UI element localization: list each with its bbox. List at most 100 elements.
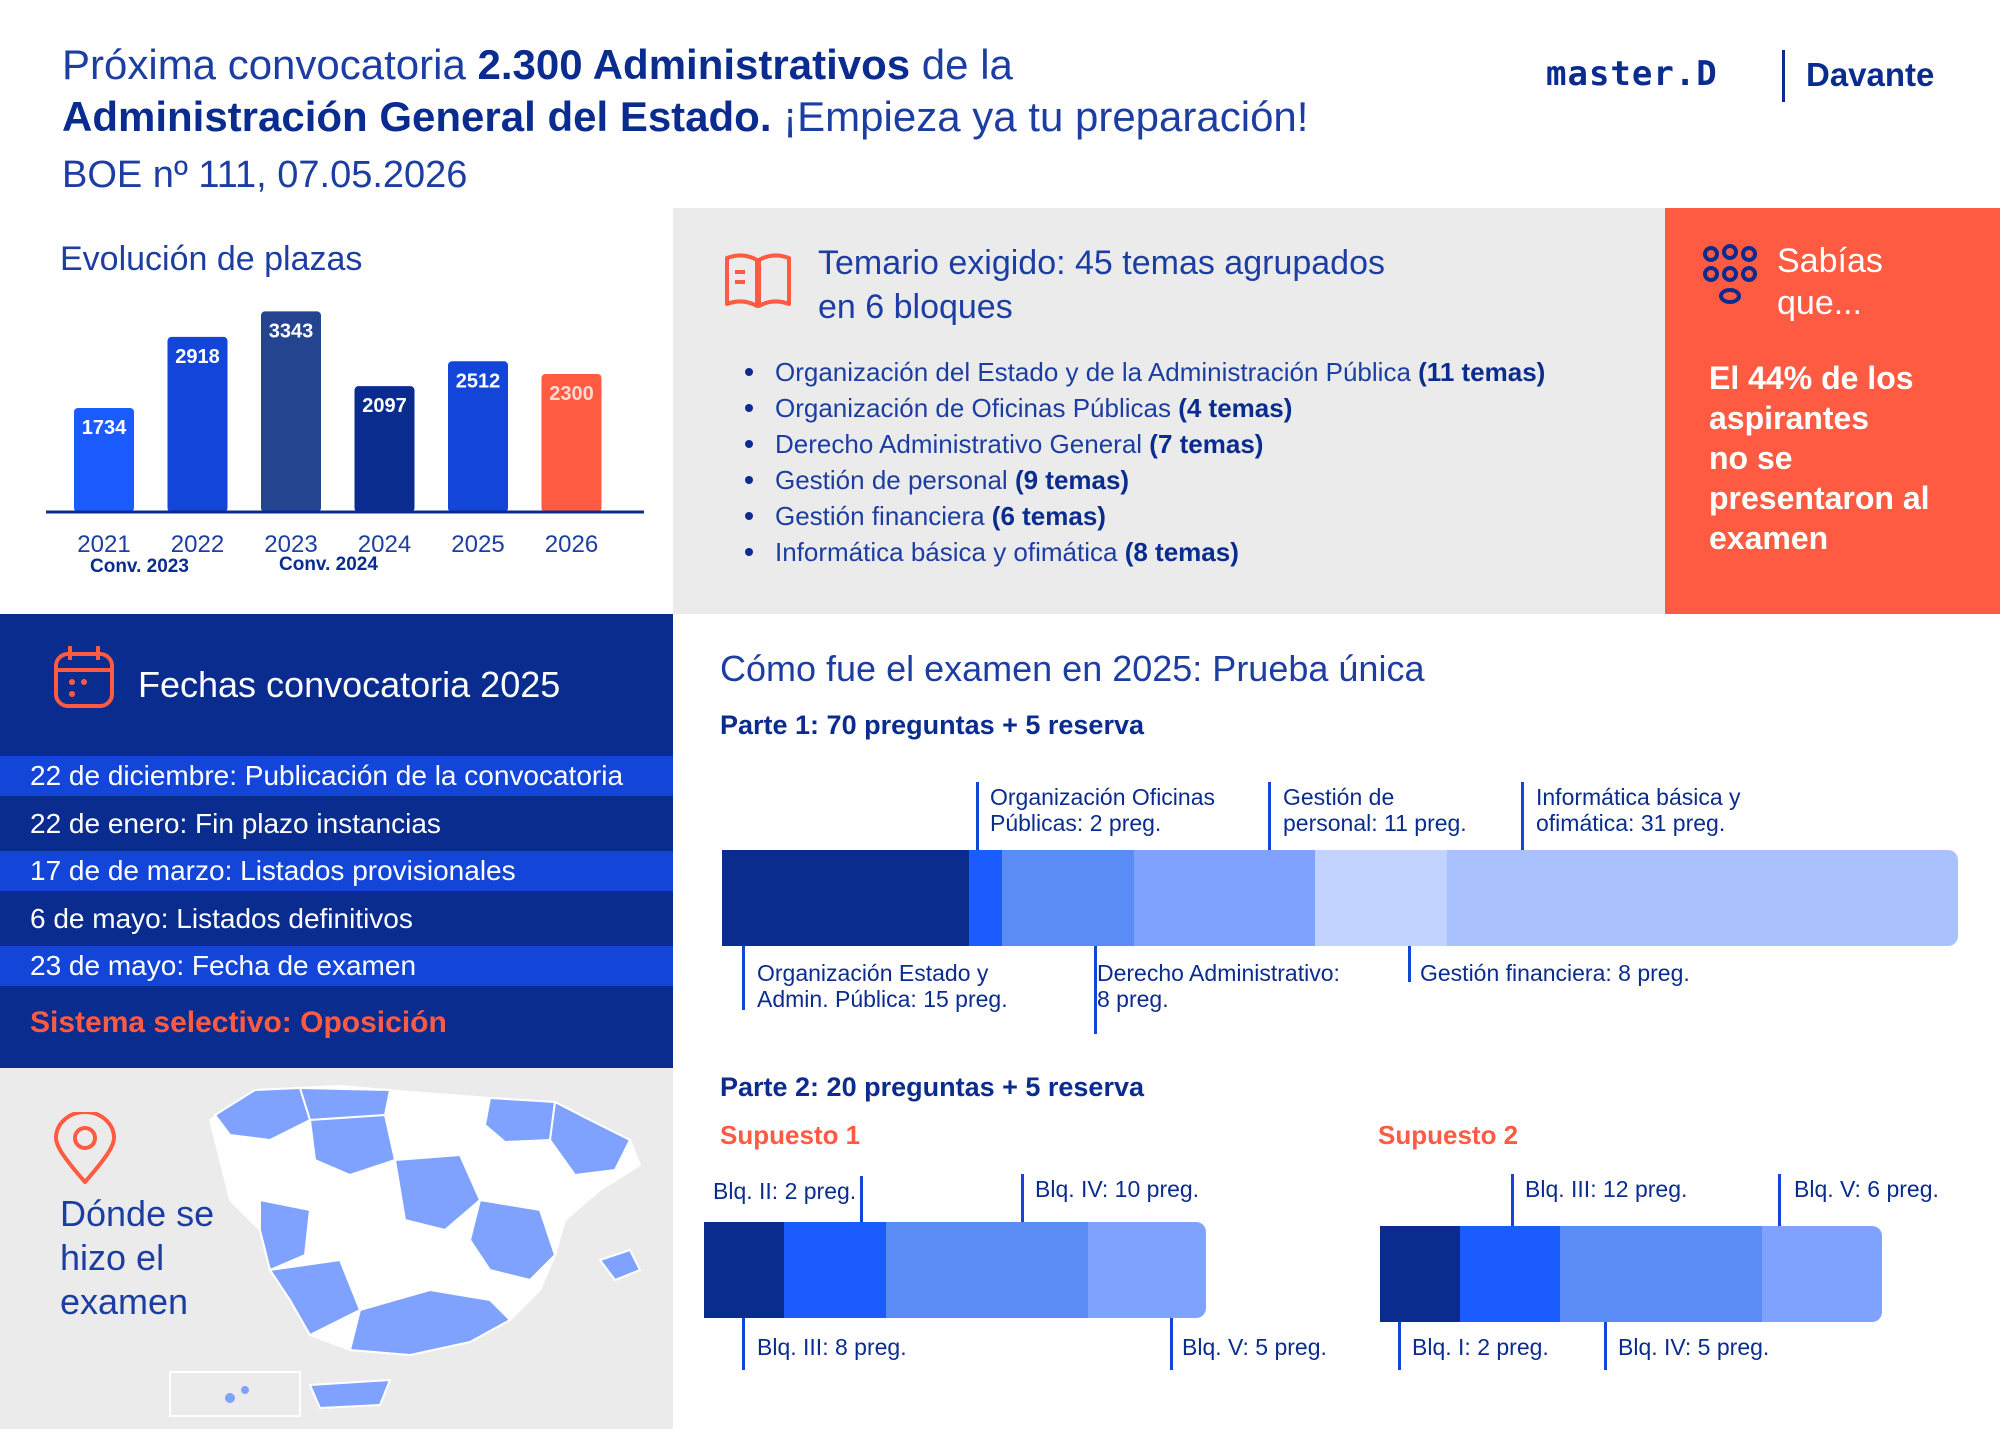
parte1-segment	[1133, 850, 1316, 946]
map-panel: Dónde se hizo el examen	[0, 1068, 673, 1429]
sabias-fact: El 44% de los aspirantes no se presentar…	[1709, 358, 1930, 558]
map-title-line: hizo el	[60, 1237, 165, 1278]
parte1-segment	[1447, 850, 1958, 946]
x-tick-label: 2021	[77, 531, 130, 558]
parte1-label-oficinas: Organización Oficinas Públicas: 2 preg.	[990, 784, 1215, 836]
examen-title: Cómo fue el examen en 2025: Prueba única	[720, 648, 1425, 689]
map-region	[308, 1113, 397, 1177]
conv-2023-label: Conv. 2023	[90, 556, 189, 577]
map-region	[268, 1258, 362, 1337]
bar-value-label: 2918	[175, 346, 220, 368]
fact-line: presentaron al	[1709, 480, 1930, 516]
bar-value-label: 2300	[549, 383, 594, 405]
temario-item: Gestión financiera (6 temas)	[743, 498, 1545, 534]
parte1-segment	[1002, 850, 1134, 946]
temario-title-line-2: en 6 bloques	[818, 288, 1013, 326]
plazas-bar-chart: 1734 2021 2918 2022 3343 2023 2097 2024 2512 2025…	[46, 311, 644, 558]
book-icon	[725, 253, 791, 308]
parte1-title: Parte 1: 70 preguntas + 5 reserva	[720, 710, 1144, 740]
label-leader	[860, 1176, 863, 1222]
fechas-title: Fechas convocatoria 2025	[138, 664, 561, 705]
title-text: ¡Empieza ya tu preparación!	[771, 93, 1309, 140]
spain-map	[169, 1084, 642, 1417]
bar-value-label: 3343	[269, 320, 314, 342]
map-region	[348, 1288, 512, 1357]
parte1-label-estado: Organización Estado y Admin. Pública: 15 …	[757, 960, 1008, 1012]
fecha-row: 22 de diciembre: Publicación de la convo…	[0, 756, 673, 796]
bar-value-label: 1734	[82, 417, 127, 439]
title-text: de la	[910, 41, 1013, 88]
boe-reference: BOE nº 111, 07.05.2026	[62, 154, 468, 196]
label-leader	[1778, 1174, 1781, 1226]
supuesto2-segment	[1380, 1226, 1460, 1322]
bar-value-label: 2097	[362, 395, 407, 417]
temario-item: Informática básica y ofimática (8 temas)	[743, 534, 1545, 570]
evolucion-title: Evolución de plazas	[60, 240, 363, 278]
label-leader	[742, 1318, 745, 1370]
supuesto2-segment	[1560, 1226, 1762, 1322]
canarias-inset	[169, 1371, 301, 1417]
map-title: Dónde se hizo el examen	[60, 1192, 214, 1324]
label-leader	[1094, 946, 1097, 1034]
supuesto2-label: Blq. IV: 5 preg.	[1618, 1334, 1770, 1360]
conv-2024-label: Conv. 2024	[279, 554, 378, 575]
x-tick-label: 2024	[358, 531, 411, 558]
canarias-island	[241, 1386, 249, 1394]
label-leader	[742, 946, 745, 1010]
title-text: Próxima convocatoria	[62, 41, 478, 88]
title-bold: 2.300 Administrativos	[477, 41, 911, 88]
supuesto1-label: Blq. V: 5 preg.	[1182, 1334, 1327, 1360]
supuesto2-label: Blq. III: 12 preg.	[1525, 1176, 1688, 1202]
calendar-icon	[54, 646, 114, 708]
x-tick-label: 2025	[451, 531, 504, 558]
sabias-title-line-2: que...	[1777, 284, 1863, 322]
supuesto2-segment	[1762, 1226, 1882, 1322]
location-pin-icon	[54, 1112, 116, 1184]
temario-panel: Temario exigido: 45 temas agrupados en 6…	[673, 208, 1666, 614]
supuesto1-stacked-bar	[704, 1222, 1206, 1318]
supuesto1-label: Blq. III: 8 preg.	[757, 1334, 907, 1360]
fecha-row: 17 de de marzo: Listados provisionales	[0, 851, 673, 891]
label-leader	[1398, 1322, 1401, 1370]
map-region	[548, 1100, 632, 1177]
supuesto1-segment	[784, 1222, 886, 1318]
bar-2021	[74, 407, 134, 512]
fechas-panel: Fechas convocatoria 2025 22 de diciembre…	[0, 614, 673, 1068]
label-leader	[1408, 946, 1411, 982]
supuesto2-stacked-bar	[1380, 1226, 1882, 1322]
bar-2023	[261, 311, 321, 512]
page-title-line-2: Administración General del Estado. ¡Empi…	[62, 92, 1308, 142]
x-tick-label: 2026	[545, 531, 598, 558]
map-title-line: examen	[60, 1281, 189, 1322]
parte1-label-financiera: Gestión financiera: 8 preg.	[1420, 960, 1690, 986]
map-region	[483, 1096, 557, 1144]
supuesto1-title: Supuesto 1	[720, 1120, 861, 1150]
temario-item: Organización del Estado y de la Administ…	[743, 354, 1545, 390]
fecha-row: 6 de mayo: Listados definitivos	[30, 903, 413, 934]
parte1-segment	[969, 850, 1003, 946]
bar-2026	[541, 374, 602, 512]
sistema-selectivo: Sistema selectivo: Oposición	[30, 1006, 447, 1039]
title-bold: Administración General del Estado.	[62, 93, 772, 140]
x-tick-label: 2023	[264, 531, 317, 558]
bar-2022	[167, 336, 228, 512]
temario-list: Organización del Estado y de la Administ…	[743, 354, 1545, 570]
fact-line: aspirantes	[1709, 400, 1870, 436]
page-title-line-1: Próxima convocatoria 2.300 Administrativ…	[62, 40, 1013, 90]
bar-value-label: 2512	[456, 370, 501, 392]
supuesto2-label: Blq. I: 2 preg.	[1412, 1334, 1549, 1360]
label-leader	[1170, 1318, 1173, 1370]
temario-item: Derecho Administrativo General (7 temas)	[743, 426, 1545, 462]
map-region	[259, 1198, 312, 1272]
label-leader	[976, 782, 979, 850]
fecha-row: 22 de enero: Fin plazo instancias	[30, 808, 441, 839]
supuesto1-segment	[886, 1222, 1088, 1318]
bar-2025	[448, 361, 508, 512]
parte1-label-derecho: Derecho Administrativo: 8 preg.	[1097, 960, 1340, 1012]
map-title-line: Dónde se	[60, 1193, 215, 1234]
temario-item: Gestión de personal (9 temas)	[743, 462, 1545, 498]
parte1-stacked-bar	[722, 850, 1958, 946]
supuesto2-title: Supuesto 2	[1378, 1120, 1519, 1150]
logo-davante: Davante	[1806, 56, 1935, 93]
supuesto2-segment	[1460, 1226, 1560, 1322]
